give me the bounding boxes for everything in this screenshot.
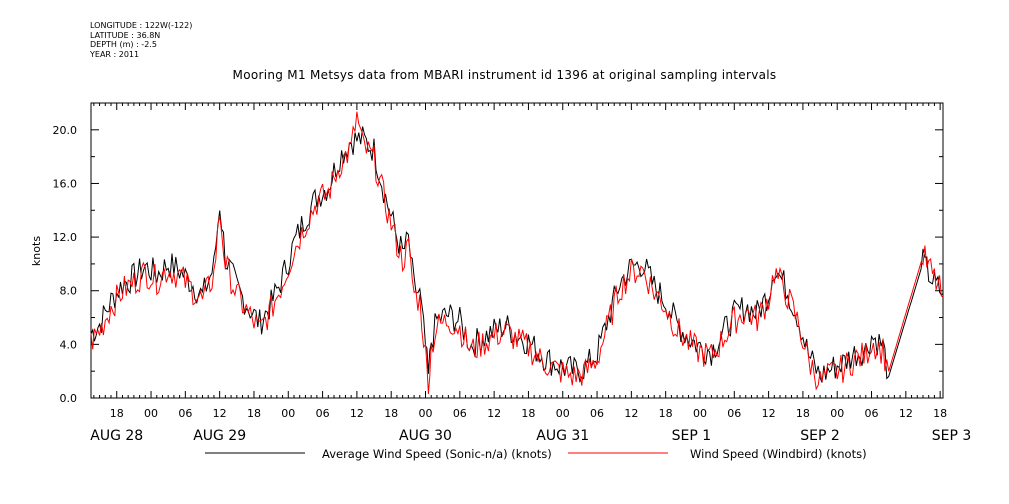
x-tick-label: 18 bbox=[796, 407, 810, 420]
y-tick-label: 20.0 bbox=[53, 124, 78, 137]
x-tick-label: 06 bbox=[865, 407, 879, 420]
x-day-label: SEP 1 bbox=[672, 428, 712, 444]
x-tick-label: 18 bbox=[247, 407, 261, 420]
x-tick-label: 06 bbox=[316, 407, 330, 420]
plot-frame bbox=[90, 102, 944, 399]
x-tick-label: 18 bbox=[521, 407, 535, 420]
x-tick-label: 12 bbox=[350, 407, 364, 420]
x-tick-label: 06 bbox=[727, 407, 741, 420]
x-day-label: AUG 29 bbox=[193, 428, 246, 444]
y-tick-label: 4.0 bbox=[60, 338, 78, 351]
x-tick-label: 12 bbox=[624, 407, 638, 420]
x-tick-label: 00 bbox=[830, 407, 844, 420]
x-day-label: AUG 28 bbox=[90, 428, 143, 444]
x-tick-label: 12 bbox=[899, 407, 913, 420]
year-text: YEAR : 2011 bbox=[90, 49, 140, 59]
x-tick-label: 18 bbox=[933, 407, 947, 420]
y-tick-label: 0.0 bbox=[60, 392, 78, 405]
y-tick-label: 12.0 bbox=[53, 231, 78, 244]
x-tick-label: 00 bbox=[144, 407, 158, 420]
x-tick-label: 00 bbox=[281, 407, 295, 420]
x-tick-label: 18 bbox=[384, 407, 398, 420]
x-day-label: SEP 3 bbox=[932, 428, 972, 444]
x-tick-label: 00 bbox=[556, 407, 570, 420]
x-tick-label: 00 bbox=[693, 407, 707, 420]
x-tick-label: 12 bbox=[762, 407, 776, 420]
series-line-windbird bbox=[90, 111, 944, 395]
x-day-label: SEP 2 bbox=[800, 428, 840, 444]
legend-label-windbird: Wind Speed (Windbird) (knots) bbox=[690, 447, 867, 461]
x-tick-label: 18 bbox=[110, 407, 124, 420]
x-tick-label: 06 bbox=[453, 407, 467, 420]
x-tick-label: 00 bbox=[419, 407, 433, 420]
x-tick-label: 12 bbox=[487, 407, 501, 420]
y-axis-label: knots bbox=[30, 236, 43, 266]
y-tick-label: 16.0 bbox=[53, 177, 78, 190]
metadata-block: LONGITUDE : 122W(-122) LATITUDE : 36.8N … bbox=[90, 21, 192, 59]
legend-label-sonic: Average Wind Speed (Sonic-n/a) (knots) bbox=[322, 447, 552, 461]
x-day-label: AUG 30 bbox=[399, 428, 452, 444]
y-tick-label: 8.0 bbox=[60, 285, 78, 298]
x-tick-label: 18 bbox=[659, 407, 673, 420]
longitude-text: LONGITUDE : 122W(-122) bbox=[90, 21, 193, 30]
x-tick-label: 06 bbox=[590, 407, 604, 420]
x-day-label: AUG 31 bbox=[536, 428, 589, 444]
depth-text: DEPTH (m) : -2.5 bbox=[90, 40, 157, 49]
x-tick-label: 12 bbox=[213, 407, 227, 420]
x-tick-label: 06 bbox=[178, 407, 192, 420]
latitude-text: LATITUDE : 36.8N bbox=[90, 30, 161, 40]
chart-title: Mooring M1 Metsys data from MBARI instru… bbox=[232, 68, 777, 82]
